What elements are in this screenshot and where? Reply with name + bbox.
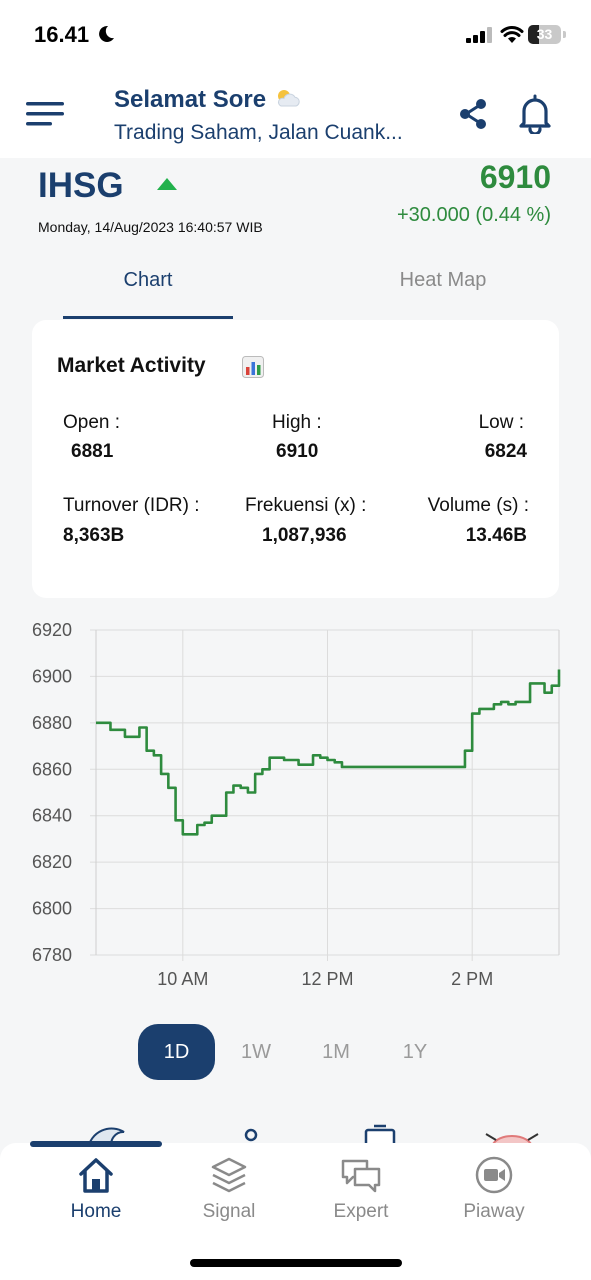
cloud-sun-icon bbox=[277, 90, 300, 107]
tab-heat-map[interactable]: Heat Map bbox=[399, 269, 487, 291]
app-header: Selamat Sore Trading Saham, Jalan Cuank.… bbox=[0, 70, 591, 158]
y-tick-label: 6820 bbox=[32, 852, 72, 872]
bell-icon[interactable] bbox=[516, 94, 554, 134]
trend-up-icon bbox=[157, 178, 177, 190]
price-line-chart[interactable]: 6920 6900 6880 6860 6840 6820 6800 6780 10 AM 12 … bbox=[0, 610, 591, 1000]
x-tick-label: 10 AM bbox=[157, 969, 208, 989]
y-tick-label: 6920 bbox=[32, 620, 72, 640]
stat-turnover-label: Turnover (IDR) : bbox=[63, 495, 200, 516]
index-change: +30.000 (0.44 %) bbox=[397, 204, 551, 226]
stat-high-label: High : bbox=[272, 412, 322, 433]
greeting-title: Selamat Sore bbox=[114, 86, 301, 114]
bar-chart-icon bbox=[242, 356, 264, 378]
y-tick-label: 6800 bbox=[32, 899, 72, 919]
stat-open-value: 6881 bbox=[71, 441, 114, 462]
home-indicator bbox=[190, 1259, 402, 1267]
index-datetime: Monday, 14/Aug/2023 16:40:57 WIB bbox=[38, 219, 263, 235]
greeting-text: Selamat Sore bbox=[114, 86, 267, 113]
nav-piaway[interactable]: Piaway bbox=[434, 1155, 554, 1225]
range-1m-button[interactable]: 1M bbox=[322, 1041, 350, 1063]
y-tick-label: 6840 bbox=[32, 806, 72, 826]
nav-expert[interactable]: Expert bbox=[301, 1155, 421, 1225]
y-tick-label: 6860 bbox=[32, 759, 72, 779]
nav-signal-label: Signal bbox=[202, 1201, 256, 1222]
menu-icon[interactable] bbox=[26, 100, 64, 128]
range-1y-button[interactable]: 1Y bbox=[402, 1041, 428, 1063]
y-tick-label: 6880 bbox=[32, 713, 72, 733]
layers-icon bbox=[211, 1157, 247, 1193]
cellular-signal-icon bbox=[466, 27, 492, 43]
stat-low-label: Low : bbox=[478, 412, 524, 433]
bottom-navigation bbox=[0, 1143, 591, 1280]
y-tick-label: 6900 bbox=[32, 666, 72, 686]
stat-turnover-value: 8,363B bbox=[63, 525, 125, 546]
y-tick-label: 6780 bbox=[32, 945, 72, 965]
bottom-nav-active-indicator bbox=[30, 1141, 162, 1147]
moon-icon bbox=[99, 25, 114, 42]
stat-low-value: 6824 bbox=[484, 441, 527, 462]
battery-level: 33 bbox=[536, 26, 553, 42]
nav-piaway-label: Piaway bbox=[463, 1201, 525, 1222]
series-line bbox=[96, 669, 561, 836]
stat-high-value: 6910 bbox=[276, 441, 319, 462]
range-1d-button[interactable]: 1D bbox=[138, 1024, 215, 1080]
range-1w-button[interactable]: 1W bbox=[241, 1041, 271, 1063]
video-icon bbox=[475, 1156, 513, 1194]
stat-frekuensi-label: Frekuensi (x) : bbox=[245, 495, 367, 516]
active-tab-indicator bbox=[63, 316, 233, 319]
stat-open-label: Open : bbox=[63, 412, 121, 433]
stat-volume-label: Volume (s) : bbox=[427, 495, 529, 516]
market-activity-title: Market Activity bbox=[57, 354, 206, 377]
battery-fill bbox=[528, 25, 539, 44]
stat-volume-value: 13.46B bbox=[465, 525, 527, 546]
status-time: 16.41 bbox=[34, 22, 90, 47]
nav-signal[interactable]: Signal bbox=[169, 1155, 289, 1225]
index-price: 6910 bbox=[479, 159, 551, 195]
chat-icon bbox=[341, 1159, 381, 1193]
stat-frekuensi-value: 1,087,936 bbox=[262, 525, 347, 546]
x-tick-label: 2 PM bbox=[451, 969, 493, 989]
battery-icon: 33 bbox=[528, 25, 566, 44]
market-activity-card: Market Activity Open : 6881 High : 6910 … bbox=[32, 320, 559, 598]
status-bar: 16.41 33 bbox=[0, 0, 591, 70]
battery-tip bbox=[563, 31, 566, 38]
tagline: Trading Saham, Jalan Cuank... bbox=[114, 121, 403, 144]
share-icon[interactable] bbox=[458, 98, 488, 130]
nav-home[interactable]: Home bbox=[36, 1155, 156, 1225]
home-icon bbox=[79, 1158, 113, 1193]
index-name: IHSG bbox=[38, 166, 124, 205]
wifi-icon bbox=[500, 26, 524, 43]
nav-home-label: Home bbox=[70, 1201, 122, 1222]
x-tick-label: 12 PM bbox=[301, 969, 353, 989]
tab-chart[interactable]: Chart bbox=[123, 269, 173, 291]
battery-body: 33 bbox=[528, 25, 561, 44]
nav-expert-label: Expert bbox=[333, 1201, 389, 1222]
